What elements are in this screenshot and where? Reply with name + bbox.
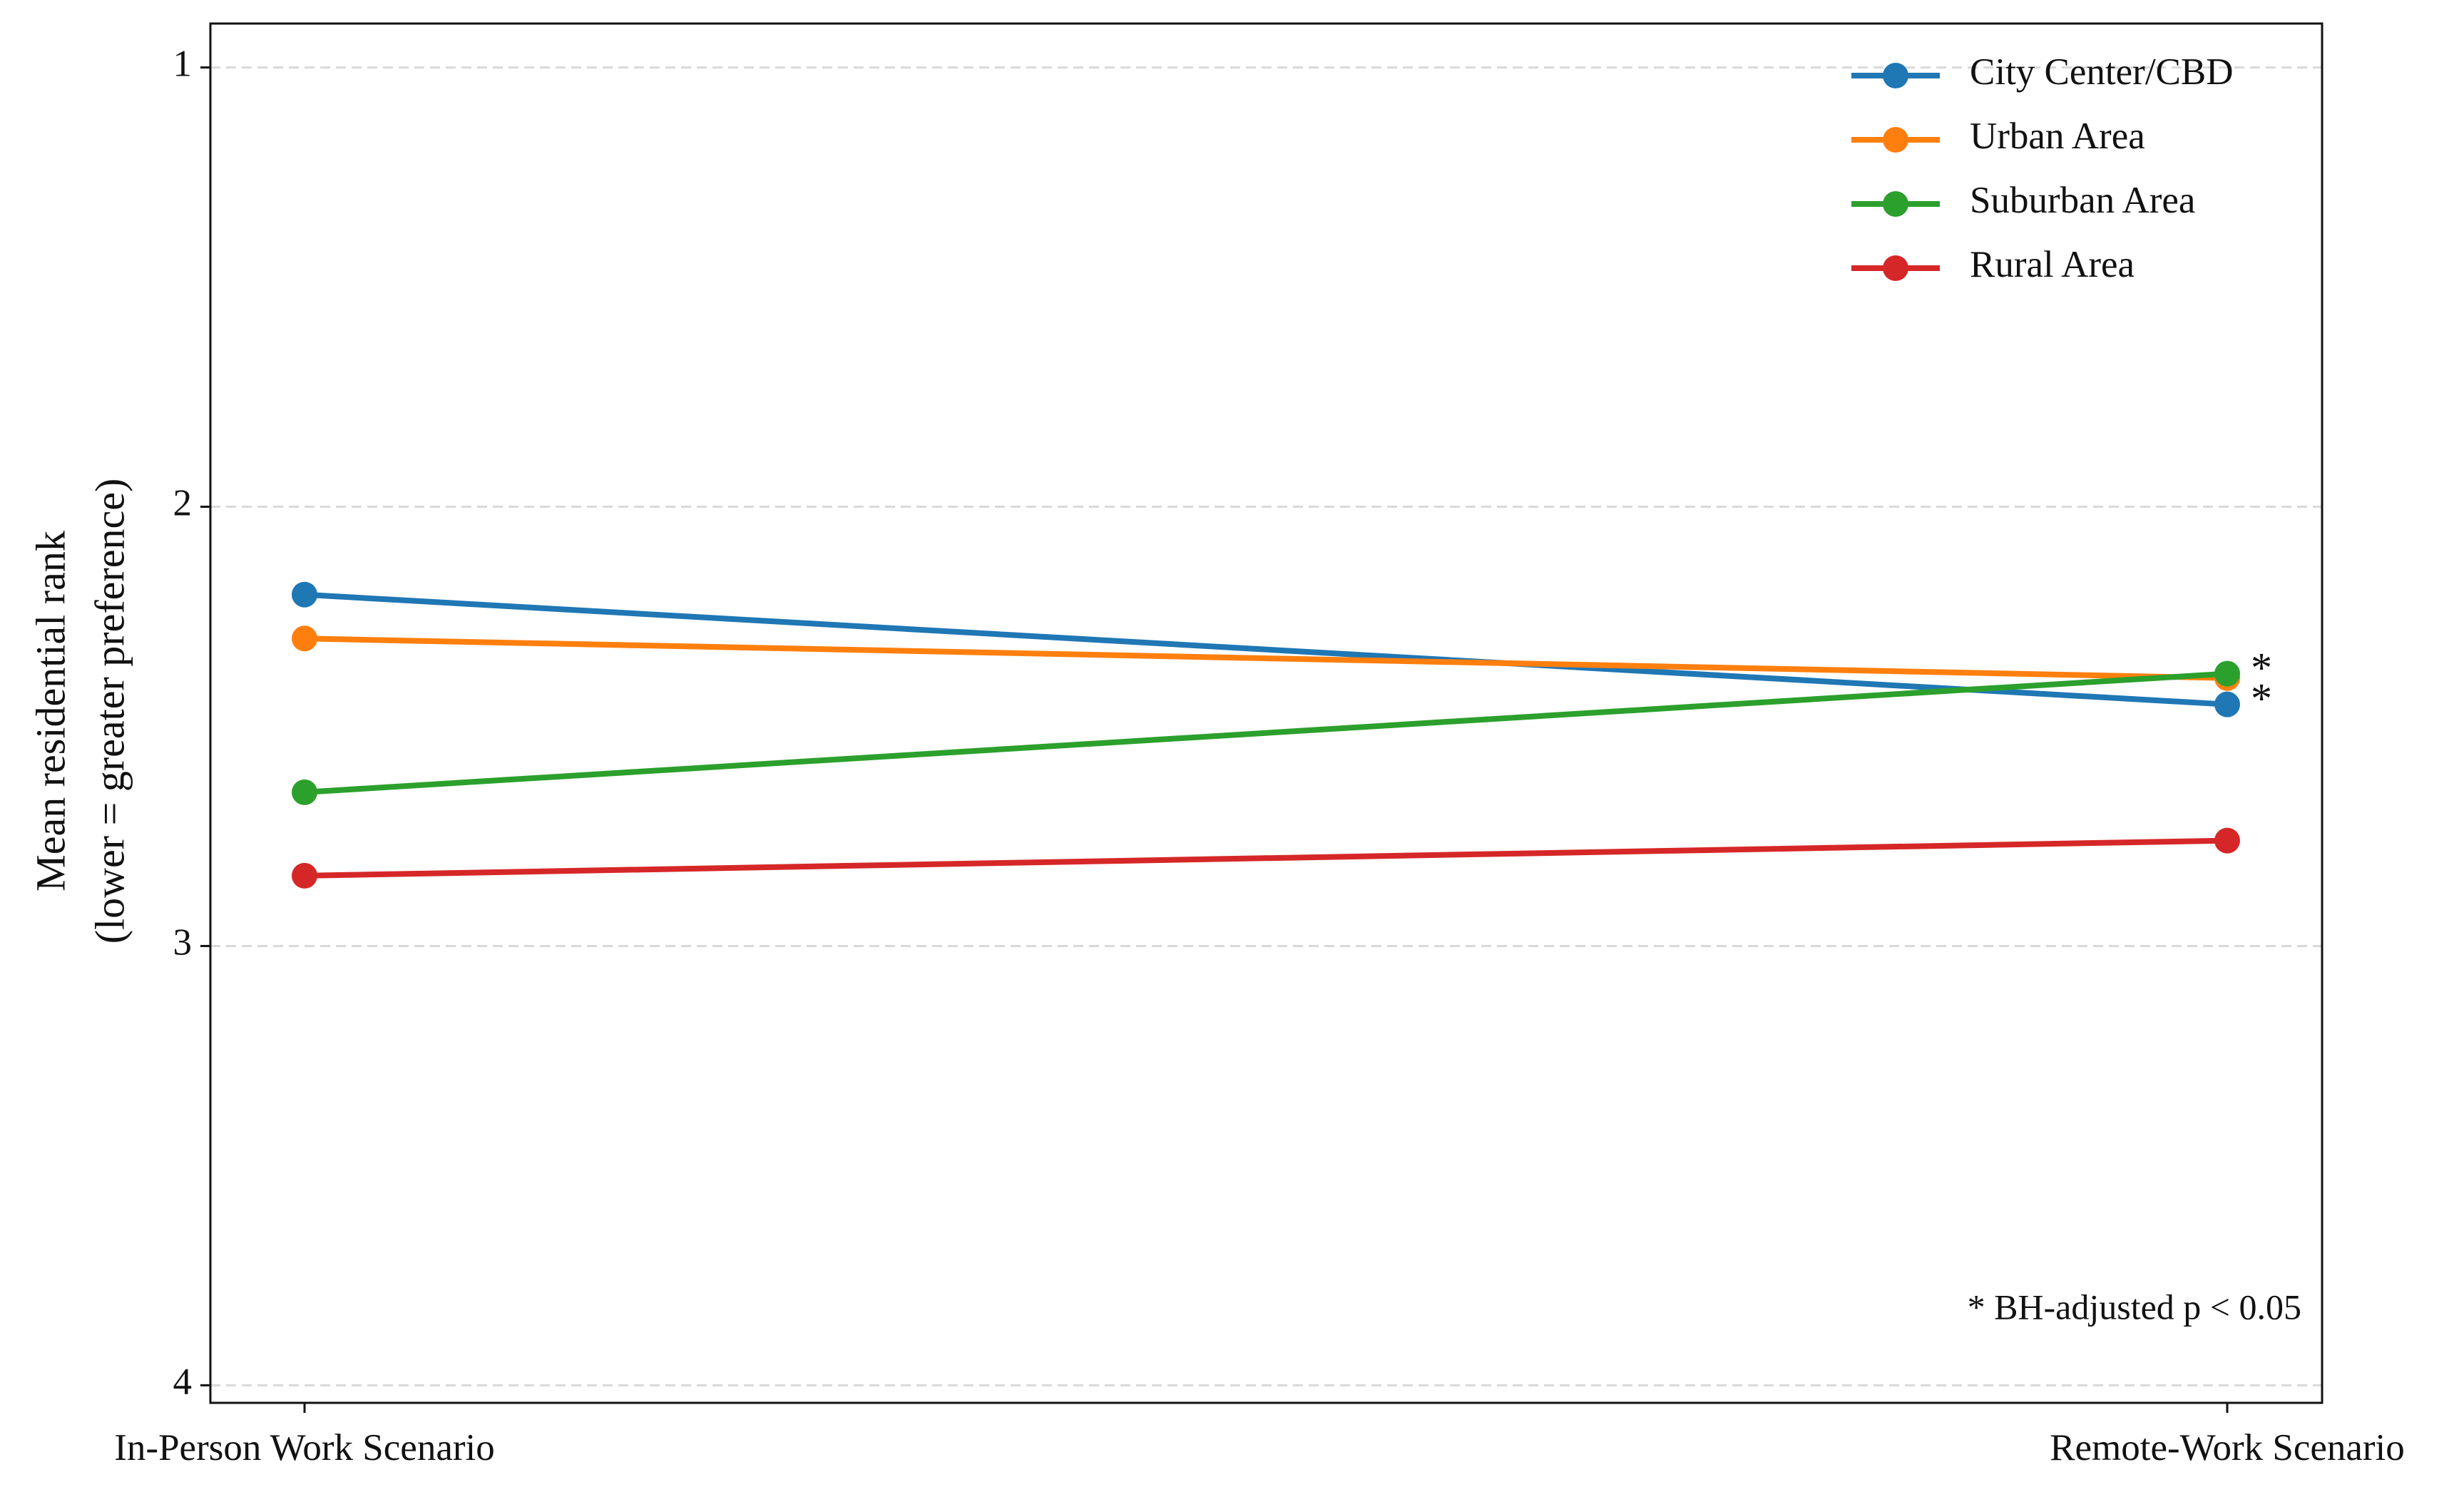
series-line bbox=[304, 837, 2228, 879]
plot-frame bbox=[209, 22, 2324, 1404]
data-point bbox=[2214, 691, 2240, 717]
y-tick-label: 4 bbox=[173, 1361, 193, 1403]
data-point bbox=[292, 581, 317, 608]
x-tick-label: In-Person Work Scenario bbox=[114, 1427, 494, 1468]
significance-marker: * bbox=[2251, 675, 2272, 722]
legend-label: Suburban Area bbox=[1970, 180, 2195, 221]
legend-label: City Center/CBD bbox=[1970, 51, 2234, 93]
legend-marker bbox=[1883, 63, 1908, 88]
significance-marker: * bbox=[2251, 644, 2272, 691]
legend-marker bbox=[1883, 127, 1908, 153]
legend-marker bbox=[1883, 255, 1908, 281]
y-axis-label: Mean residential rank bbox=[27, 531, 73, 891]
data-point bbox=[292, 625, 317, 652]
legend-label: Rural Area bbox=[1970, 244, 2135, 285]
y-axis-label: (lower = greater preference) bbox=[86, 479, 133, 944]
series-line bbox=[304, 635, 2228, 681]
data-point bbox=[292, 779, 317, 805]
data-point bbox=[2214, 827, 2240, 854]
data-point bbox=[292, 862, 317, 889]
data-point bbox=[2214, 660, 2240, 687]
legend-label: Urban Area bbox=[1970, 116, 2145, 157]
legend-marker bbox=[1883, 191, 1908, 217]
footnote: * BH-adjusted p < 0.05 bbox=[1968, 1287, 2301, 1327]
x-tick-label: Remote-Work Scenario bbox=[2050, 1427, 2405, 1468]
y-tick-label: 3 bbox=[173, 922, 193, 964]
y-tick-label: 1 bbox=[173, 44, 193, 85]
series-line bbox=[304, 670, 2228, 795]
y-tick-label: 2 bbox=[173, 483, 193, 524]
series-line bbox=[304, 591, 2228, 707]
